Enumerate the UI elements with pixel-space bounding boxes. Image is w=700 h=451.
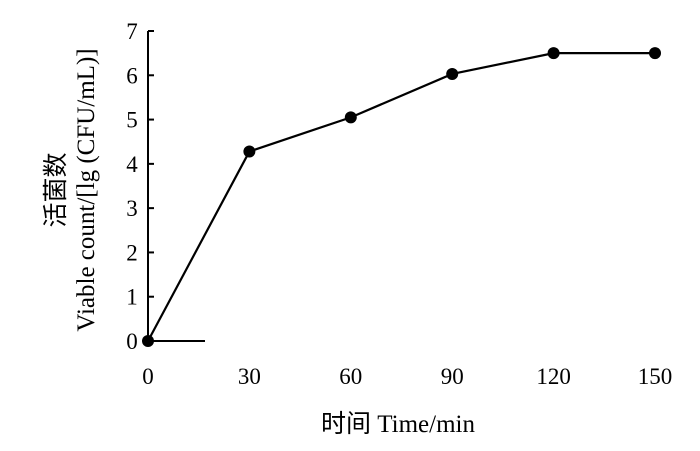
- data-point: [243, 145, 256, 158]
- y-axis-title-line-1: 活菌数: [42, 152, 70, 227]
- y-tick-label: 3: [126, 196, 138, 221]
- y-tick-label: 1: [126, 285, 138, 310]
- x-tick-label: 30: [238, 364, 261, 389]
- axes: [147, 31, 205, 342]
- series-line: [147, 52, 655, 342]
- x-tick-label: 150: [638, 364, 673, 389]
- x-tick-label: 0: [142, 364, 154, 389]
- x-tick-labels: 0 30 60 90 120 150: [142, 364, 672, 389]
- x-tick-label: 90: [441, 364, 464, 389]
- y-axis-title-line-2: Viable count/[lg (CFU/mL)]: [73, 48, 100, 331]
- data-point: [446, 67, 459, 80]
- y-tick-label: 4: [126, 152, 138, 177]
- y-tick-label: 0: [126, 329, 138, 354]
- y-tick-label: 6: [126, 63, 138, 88]
- x-tick-label: 60: [339, 364, 362, 389]
- data-point: [344, 111, 357, 124]
- x-tick-label: 120: [536, 364, 571, 389]
- data-point: [142, 335, 154, 347]
- series-group: [142, 47, 661, 347]
- y-tick-labels: 0 1 2 3 4 5 6 7: [126, 19, 154, 354]
- y-axis-title: 活菌数 Viable count/[lg (CFU/mL)]: [42, 48, 100, 331]
- y-tick-label: 7: [126, 19, 138, 44]
- data-point: [649, 47, 661, 60]
- data-point: [547, 47, 560, 60]
- y-tick-label: 2: [126, 240, 138, 265]
- x-axis-title: 时间 Time/min: [321, 410, 475, 438]
- y-tick-label: 5: [126, 108, 138, 133]
